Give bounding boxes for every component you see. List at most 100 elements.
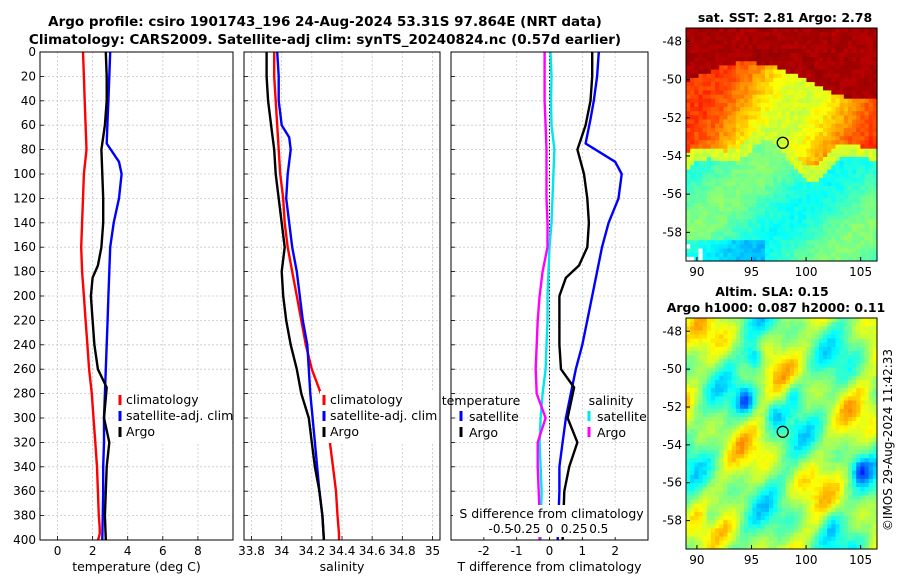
map-cell	[864, 252, 870, 258]
map-cell	[764, 32, 770, 37]
map-cell	[835, 48, 841, 54]
map-cell	[756, 161, 762, 166]
map-cell	[715, 466, 720, 472]
map-cell	[694, 236, 700, 241]
map-cell	[814, 256, 820, 262]
map-cell	[748, 123, 754, 129]
map-cell	[731, 102, 737, 108]
map-cell	[710, 240, 716, 245]
map-cell	[835, 127, 841, 133]
map-cell	[847, 32, 853, 37]
map-cell	[744, 256, 749, 262]
map-cell	[802, 499, 808, 505]
map-cell	[740, 152, 745, 158]
map-cell	[839, 322, 845, 327]
map-cell	[814, 322, 820, 327]
map-cell	[872, 363, 878, 369]
map-cell	[847, 73, 853, 79]
map-cell	[777, 244, 783, 250]
map-cell	[764, 256, 770, 262]
map-cell	[769, 330, 774, 336]
map-cell	[740, 211, 745, 216]
map-cell	[760, 98, 766, 104]
map-cell	[710, 198, 716, 204]
map-cell	[847, 474, 853, 480]
map-cell	[806, 503, 812, 509]
map-cell	[852, 236, 857, 241]
map-cell	[715, 478, 720, 484]
map-cell	[773, 375, 778, 381]
map-cell	[773, 355, 778, 360]
map-cell	[719, 359, 724, 364]
map-cell	[710, 507, 716, 513]
map-cell	[802, 458, 808, 463]
map-cell	[810, 28, 816, 33]
map-cell	[781, 495, 787, 501]
map-cell	[735, 111, 741, 116]
map-cell	[835, 86, 841, 92]
map-cell	[810, 470, 816, 476]
map-cell	[843, 161, 849, 166]
map-cell	[864, 326, 870, 331]
map-cell	[773, 248, 778, 254]
map-cell	[856, 211, 861, 216]
map-cell	[710, 206, 716, 212]
map-cell	[868, 107, 874, 112]
map-cell	[744, 32, 749, 37]
map-cell	[827, 412, 832, 418]
map-cell	[735, 181, 741, 187]
map-cell	[818, 429, 824, 435]
map-cell	[698, 322, 704, 327]
map-cell	[740, 371, 745, 377]
map-cell	[752, 73, 758, 79]
map-cell	[823, 111, 828, 116]
map-cell	[777, 28, 783, 33]
map-cell	[789, 248, 795, 254]
map-cell	[694, 157, 700, 162]
map-cell	[852, 499, 857, 505]
map-cell	[810, 388, 816, 393]
map-cell	[806, 429, 812, 435]
map-cell	[727, 40, 733, 46]
map-cell	[715, 487, 720, 492]
map-cell	[818, 466, 824, 472]
map-cell	[802, 330, 808, 336]
map-cell	[868, 375, 874, 381]
map-cell	[856, 412, 861, 418]
map-cell	[744, 491, 749, 496]
map-cell	[731, 491, 737, 496]
map-cell	[764, 161, 770, 166]
map-cell	[752, 190, 758, 196]
map-cell	[719, 425, 724, 430]
map-cell	[748, 346, 754, 352]
map-cell	[831, 474, 837, 480]
map-cell	[727, 119, 733, 125]
map-cell	[802, 40, 808, 46]
map-cell	[777, 219, 783, 225]
map-cell	[777, 111, 783, 116]
map-cell	[773, 236, 778, 241]
map-cell	[794, 351, 799, 356]
map-cell	[702, 194, 708, 200]
map-cell	[690, 65, 695, 71]
map-cell	[706, 248, 712, 254]
map-cell	[852, 326, 857, 331]
map-cell	[827, 73, 832, 79]
map-cell	[727, 359, 733, 364]
map-cell	[872, 53, 878, 58]
map-cell	[740, 458, 745, 463]
map-cell	[715, 417, 720, 422]
map-cell	[864, 244, 870, 250]
map-cell	[806, 355, 812, 360]
map-cell	[872, 227, 878, 233]
map-cell	[727, 157, 733, 162]
map-cell	[843, 194, 849, 200]
map-cell	[756, 69, 762, 75]
map-cell	[698, 487, 704, 492]
map-cell	[710, 57, 716, 62]
map-cell	[794, 248, 799, 254]
map-cell	[827, 57, 832, 62]
map-cell	[847, 359, 853, 364]
map-cell	[702, 28, 708, 33]
map-cell	[847, 334, 853, 340]
